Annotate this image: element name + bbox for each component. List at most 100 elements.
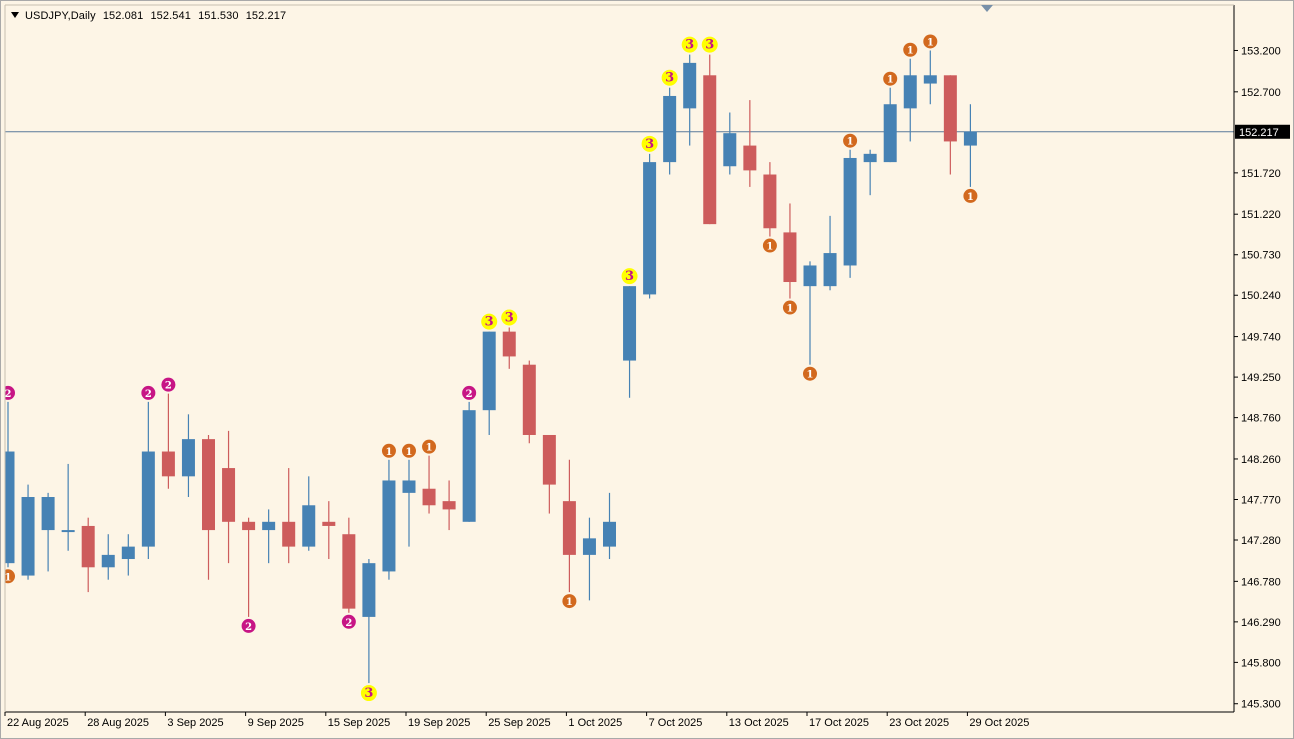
- count-marker-1: [562, 594, 577, 609]
- count-marker-1: [963, 188, 978, 203]
- bullish-candle: [903, 75, 917, 109]
- count-marker-label: 3: [705, 38, 714, 53]
- y-tick-label: 149.740: [1241, 332, 1281, 344]
- count-marker-label: 3: [665, 71, 674, 86]
- bullish-candle: [262, 521, 276, 531]
- bearish-candle: [783, 232, 797, 283]
- count-marker-label: 2: [5, 389, 12, 400]
- count-marker-label: 2: [245, 622, 252, 633]
- bearish-candle: [743, 145, 757, 171]
- bearish-candle: [202, 439, 215, 531]
- count-marker-label: 1: [967, 192, 974, 203]
- x-tick-label: 22 Aug 2025: [7, 717, 69, 729]
- current-price-label: 152.217: [1239, 127, 1279, 139]
- x-tick-label: 7 Oct 2025: [649, 717, 703, 729]
- count-marker-label: 2: [165, 381, 172, 392]
- bullish-candle: [683, 62, 697, 109]
- count-marker-1: [903, 42, 918, 57]
- bearish-candle: [222, 468, 236, 522]
- bearish-candle: [502, 331, 516, 357]
- count-marker-3: [701, 36, 718, 53]
- bullish-candle: [101, 554, 115, 568]
- count-marker-label: 1: [385, 447, 392, 458]
- count-marker-1: [782, 300, 797, 315]
- candle-layer: [5, 62, 977, 617]
- count-marker-1: [402, 443, 416, 458]
- count-marker-label: 3: [625, 269, 634, 284]
- ohlc-close: 152.217: [245, 10, 287, 22]
- bullish-candle: [41, 497, 55, 531]
- bearish-candle: [161, 451, 175, 477]
- y-tick-label: 145.300: [1241, 699, 1281, 711]
- bullish-candle: [462, 410, 476, 522]
- count-marker-2: [5, 385, 15, 400]
- bullish-candle: [643, 162, 657, 295]
- count-marker-label: 1: [927, 37, 934, 48]
- count-marker-label: 3: [645, 137, 654, 152]
- x-tick-label: 15 Sep 2025: [328, 717, 390, 729]
- bearish-candle: [342, 534, 356, 609]
- bullish-candle: [302, 505, 316, 547]
- bullish-candle: [141, 451, 155, 547]
- chart-shift-icon: [981, 5, 993, 12]
- y-tick-label: 149.250: [1241, 372, 1281, 384]
- count-marker-3: [481, 313, 498, 330]
- count-marker-label: 1: [907, 46, 914, 57]
- bullish-candle: [723, 133, 737, 167]
- y-tick-label: 147.280: [1241, 535, 1281, 547]
- count-marker-label: 1: [426, 443, 433, 454]
- y-tick-label: 153.200: [1241, 45, 1281, 57]
- bullish-candle: [482, 331, 496, 411]
- dropdown-triangle-icon[interactable]: [11, 12, 19, 18]
- y-tick-label: 148.760: [1241, 413, 1281, 425]
- count-marker-3: [661, 69, 678, 86]
- y-tick-label: 152.700: [1241, 87, 1281, 99]
- bullish-candle: [362, 563, 376, 617]
- x-tick-label: 3 Sep 2025: [167, 717, 223, 729]
- bullish-candle: [21, 497, 35, 576]
- x-tick-label: 9 Sep 2025: [248, 717, 304, 729]
- y-tick-label: 151.720: [1241, 168, 1281, 180]
- count-marker-2: [141, 385, 156, 400]
- bearish-candle: [522, 364, 536, 435]
- x-tick-label: 25 Sep 2025: [488, 717, 550, 729]
- count-marker-label: 1: [766, 242, 773, 253]
- count-marker-1: [923, 34, 938, 49]
- bullish-candle: [582, 538, 596, 555]
- count-marker-1: [381, 443, 396, 458]
- count-marker-label: 1: [786, 304, 793, 315]
- ohlc-low: 151.530: [198, 10, 239, 22]
- count-marker-label: 1: [887, 75, 894, 86]
- count-marker-1: [843, 133, 858, 148]
- y-tick-label: 151.220: [1241, 209, 1281, 221]
- bearish-candle: [422, 488, 436, 506]
- count-marker-2: [161, 377, 176, 392]
- count-marker-label: 2: [466, 389, 473, 400]
- bearish-candle: [703, 75, 717, 225]
- bearish-candle: [542, 434, 556, 485]
- count-marker-label: 3: [364, 686, 373, 701]
- x-tick-label: 1 Oct 2025: [568, 717, 622, 729]
- count-marker-label: 1: [566, 597, 573, 608]
- count-marker-3: [621, 268, 638, 285]
- x-tick-label: 13 Oct 2025: [729, 717, 789, 729]
- count-marker-3: [360, 685, 377, 702]
- bearish-candle: [282, 521, 296, 547]
- ohlc-open: 152.081: [102, 10, 144, 22]
- count-marker-3: [501, 309, 518, 326]
- bullish-candle: [803, 265, 817, 287]
- bullish-candle: [823, 253, 837, 287]
- count-marker-1: [762, 238, 777, 253]
- y-tick-label: 150.730: [1241, 250, 1281, 262]
- bullish-candle: [5, 451, 15, 564]
- count-marker-3: [681, 36, 698, 53]
- count-marker-label: 3: [685, 38, 694, 53]
- bullish-candle: [121, 546, 135, 560]
- y-tick-label: 145.800: [1241, 657, 1281, 669]
- x-tick-label: 28 Aug 2025: [87, 717, 149, 729]
- current-price-tag: [1235, 124, 1290, 139]
- y-tick-label: 147.770: [1241, 494, 1281, 506]
- count-marker-3: [641, 135, 658, 152]
